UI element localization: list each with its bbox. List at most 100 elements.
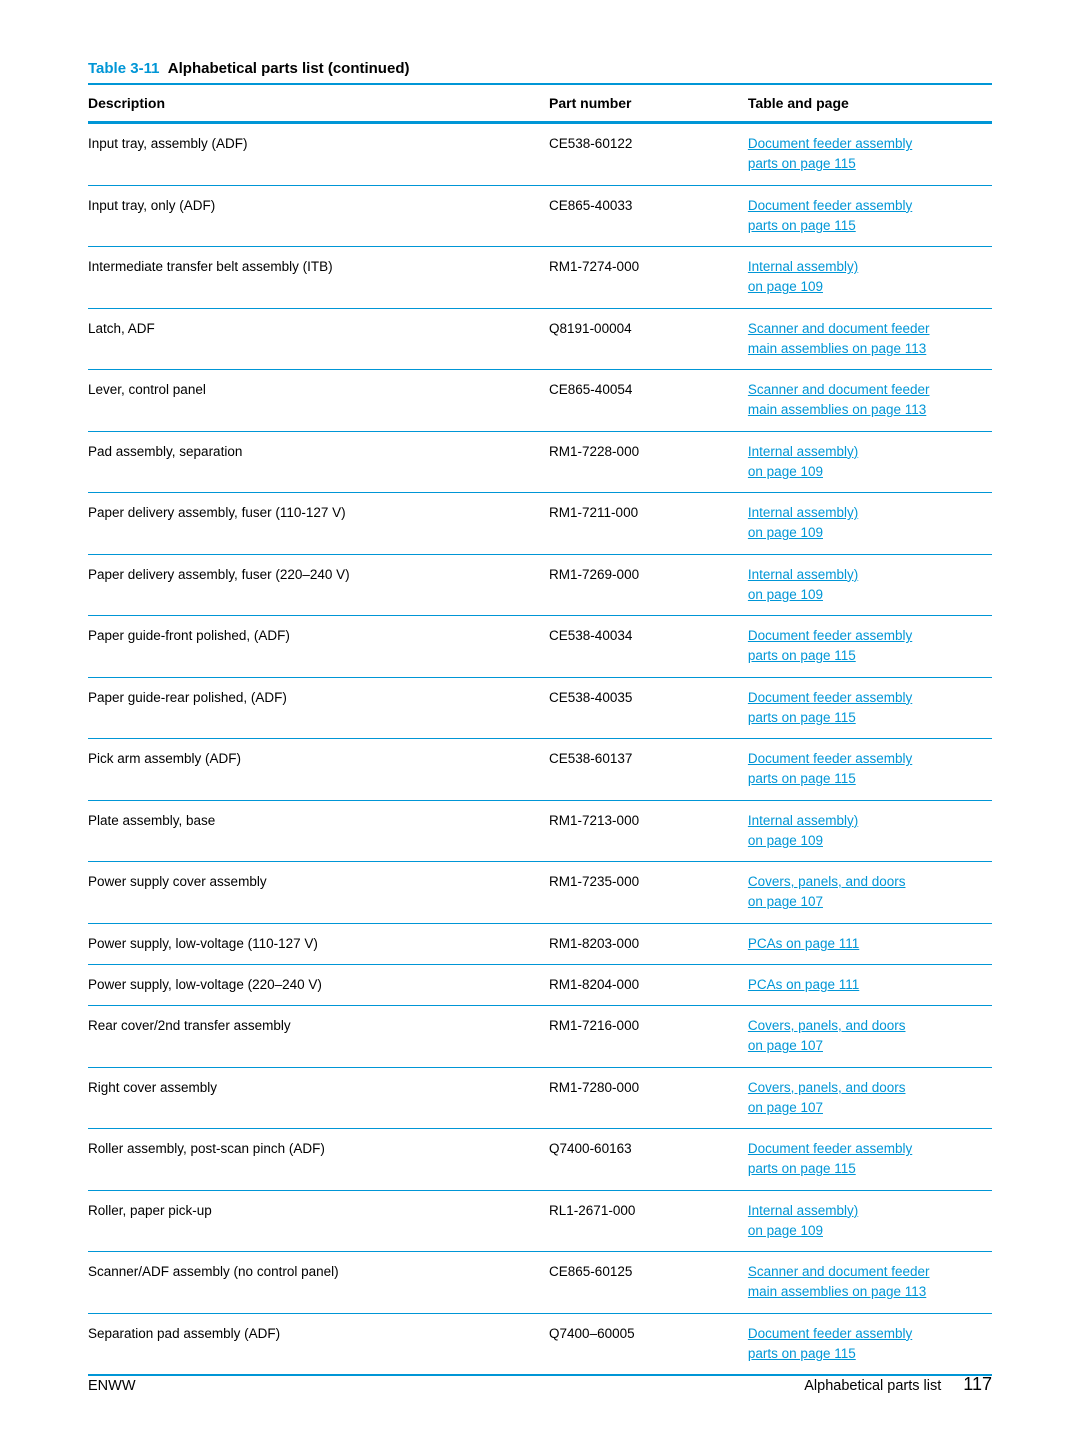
cross-reference-link[interactable]: Document feeder assembly bbox=[748, 1141, 912, 1156]
cross-reference-link[interactable]: PCAs on page 111 bbox=[748, 977, 859, 992]
cross-reference-link[interactable]: on page 109 bbox=[748, 833, 823, 848]
cell-reference: Internal assembly) on page 109 bbox=[748, 554, 992, 616]
footer-page-number: 117 bbox=[963, 1374, 992, 1394]
cross-reference-link[interactable]: Covers, panels, and doors bbox=[748, 874, 906, 889]
cell-reference: Internal assembly) on page 109 bbox=[748, 247, 992, 309]
cross-reference-link[interactable]: parts on page 115 bbox=[748, 1346, 856, 1361]
cross-reference-link[interactable]: Document feeder assembly bbox=[748, 1326, 912, 1341]
cell-reference: Covers, panels, and doors on page 107 bbox=[748, 862, 992, 924]
cell-reference: Document feeder assembly parts on page 11… bbox=[748, 1129, 992, 1191]
cell-description: Power supply cover assembly bbox=[88, 862, 549, 924]
cell-part-number: RM1-7228-000 bbox=[549, 431, 748, 493]
cross-reference-link[interactable]: main assemblies on page 113 bbox=[748, 402, 926, 417]
cell-part-number: CE865-60125 bbox=[549, 1252, 748, 1314]
cell-description: Scanner/ADF assembly (no control panel) bbox=[88, 1252, 549, 1314]
cell-part-number: CE538-60137 bbox=[549, 739, 748, 801]
cell-part-number: RM1-8203-000 bbox=[549, 923, 748, 964]
cross-reference-link[interactable]: Document feeder assembly bbox=[748, 690, 912, 705]
cross-reference-link[interactable]: parts on page 115 bbox=[748, 648, 856, 663]
cell-part-number: RM1-7216-000 bbox=[549, 1006, 748, 1068]
table-row: Input tray, assembly (ADF)CE538-60122Doc… bbox=[88, 123, 992, 186]
table-row: Latch, ADFQ8191-00004Scanner and documen… bbox=[88, 308, 992, 370]
cell-reference: Document feeder assembly parts on page 11… bbox=[748, 739, 992, 801]
cross-reference-link[interactable]: on page 107 bbox=[748, 1100, 823, 1115]
cell-part-number: CE865-40033 bbox=[549, 185, 748, 247]
cross-reference-link[interactable]: Scanner and document feeder bbox=[748, 321, 930, 336]
cross-reference-link[interactable]: Internal assembly) bbox=[748, 444, 858, 459]
table-row: Rear cover/2nd transfer assemblyRM1-7216… bbox=[88, 1006, 992, 1068]
table-row: Separation pad assembly (ADF)Q7400–60005… bbox=[88, 1313, 992, 1375]
table-row: Paper delivery assembly, fuser (220–240 … bbox=[88, 554, 992, 616]
cross-reference-link[interactable]: on page 109 bbox=[748, 525, 823, 540]
cell-part-number: RM1-7274-000 bbox=[549, 247, 748, 309]
table-row: Power supply, low-voltage (110-127 V)RM1… bbox=[88, 923, 992, 964]
cross-reference-link[interactable]: main assemblies on page 113 bbox=[748, 341, 926, 356]
cell-part-number: CE865-40054 bbox=[549, 370, 748, 432]
page-container: Table 3-11 Alphabetical parts list (cont… bbox=[0, 0, 1080, 1437]
cross-reference-link[interactable]: Internal assembly) bbox=[748, 567, 858, 582]
cross-reference-link[interactable]: Internal assembly) bbox=[748, 1203, 858, 1218]
cross-reference-link[interactable]: Document feeder assembly bbox=[748, 198, 912, 213]
cell-description: Roller assembly, post-scan pinch (ADF) bbox=[88, 1129, 549, 1191]
cell-description: Pad assembly, separation bbox=[88, 431, 549, 493]
table-row: Pick arm assembly (ADF)CE538-60137Docume… bbox=[88, 739, 992, 801]
cross-reference-link[interactable]: Internal assembly) bbox=[748, 505, 858, 520]
cell-part-number: CE538-40034 bbox=[549, 616, 748, 678]
cross-reference-link[interactable]: on page 107 bbox=[748, 894, 823, 909]
cell-description: Power supply, low-voltage (220–240 V) bbox=[88, 964, 549, 1005]
cell-description: Paper guide-rear polished, (ADF) bbox=[88, 677, 549, 739]
cross-reference-link[interactable]: on page 109 bbox=[748, 279, 823, 294]
cross-reference-link[interactable]: on page 109 bbox=[748, 1223, 823, 1238]
header-part-number: Part number bbox=[549, 84, 748, 123]
cross-reference-link[interactable]: Covers, panels, and doors bbox=[748, 1080, 906, 1095]
cross-reference-link[interactable]: on page 109 bbox=[748, 464, 823, 479]
cross-reference-link[interactable]: Document feeder assembly bbox=[748, 136, 912, 151]
cross-reference-link[interactable]: parts on page 115 bbox=[748, 1161, 856, 1176]
cross-reference-link[interactable]: main assemblies on page 113 bbox=[748, 1284, 926, 1299]
table-row: Input tray, only (ADF)CE865-40033Documen… bbox=[88, 185, 992, 247]
table-body: Input tray, assembly (ADF)CE538-60122Doc… bbox=[88, 123, 992, 1376]
cell-description: Power supply, low-voltage (110-127 V) bbox=[88, 923, 549, 964]
table-row: Plate assembly, baseRM1-7213-000Internal… bbox=[88, 800, 992, 862]
cross-reference-link[interactable]: parts on page 115 bbox=[748, 771, 856, 786]
cell-reference: PCAs on page 111 bbox=[748, 964, 992, 1005]
cross-reference-link[interactable]: Document feeder assembly bbox=[748, 628, 912, 643]
table-row: Paper delivery assembly, fuser (110-127 … bbox=[88, 493, 992, 555]
cross-reference-link[interactable]: Scanner and document feeder bbox=[748, 1264, 930, 1279]
cell-reference: Scanner and document feeder main assembli… bbox=[748, 1252, 992, 1314]
cell-part-number: RM1-8204-000 bbox=[549, 964, 748, 1005]
cross-reference-link[interactable]: Scanner and document feeder bbox=[748, 382, 930, 397]
cell-description: Plate assembly, base bbox=[88, 800, 549, 862]
cell-reference: Internal assembly) on page 109 bbox=[748, 1190, 992, 1252]
cross-reference-link[interactable]: on page 109 bbox=[748, 587, 823, 602]
table-number: Table 3-11 bbox=[88, 60, 159, 77]
cross-reference-link[interactable]: parts on page 115 bbox=[748, 218, 856, 233]
table-title: Table 3-11 Alphabetical parts list (cont… bbox=[88, 60, 992, 77]
cell-part-number: RM1-7235-000 bbox=[549, 862, 748, 924]
cross-reference-link[interactable]: on page 107 bbox=[748, 1038, 823, 1053]
cross-reference-link[interactable]: parts on page 115 bbox=[748, 710, 856, 725]
cell-part-number: CE538-60122 bbox=[549, 123, 748, 186]
cross-reference-link[interactable]: PCAs on page 111 bbox=[748, 936, 859, 951]
table-row: Power supply, low-voltage (220–240 V)RM1… bbox=[88, 964, 992, 1005]
page-footer: ENWW Alphabetical parts list 117 bbox=[88, 1374, 992, 1395]
cell-reference: Covers, panels, and doors on page 107 bbox=[748, 1067, 992, 1129]
cross-reference-link[interactable]: Document feeder assembly bbox=[748, 751, 912, 766]
cell-description: Rear cover/2nd transfer assembly bbox=[88, 1006, 549, 1068]
cell-reference: Document feeder assembly parts on page 11… bbox=[748, 1313, 992, 1375]
cross-reference-link[interactable]: parts on page 115 bbox=[748, 156, 856, 171]
cell-reference: Document feeder assembly parts on page 11… bbox=[748, 123, 992, 186]
table-caption: Alphabetical parts list (continued) bbox=[168, 60, 410, 77]
cell-reference: Document feeder assembly parts on page 11… bbox=[748, 616, 992, 678]
table-row: Paper guide-rear polished, (ADF)CE538-40… bbox=[88, 677, 992, 739]
cell-description: Roller, paper pick-up bbox=[88, 1190, 549, 1252]
cell-description: Input tray, only (ADF) bbox=[88, 185, 549, 247]
cross-reference-link[interactable]: Internal assembly) bbox=[748, 813, 858, 828]
cell-description: Paper delivery assembly, fuser (220–240 … bbox=[88, 554, 549, 616]
cell-description: Intermediate transfer belt assembly (ITB… bbox=[88, 247, 549, 309]
cell-part-number: Q8191-00004 bbox=[549, 308, 748, 370]
cross-reference-link[interactable]: Internal assembly) bbox=[748, 259, 858, 274]
footer-left: ENWW bbox=[88, 1378, 136, 1394]
table-row: Pad assembly, separationRM1-7228-000Inte… bbox=[88, 431, 992, 493]
cross-reference-link[interactable]: Covers, panels, and doors bbox=[748, 1018, 906, 1033]
